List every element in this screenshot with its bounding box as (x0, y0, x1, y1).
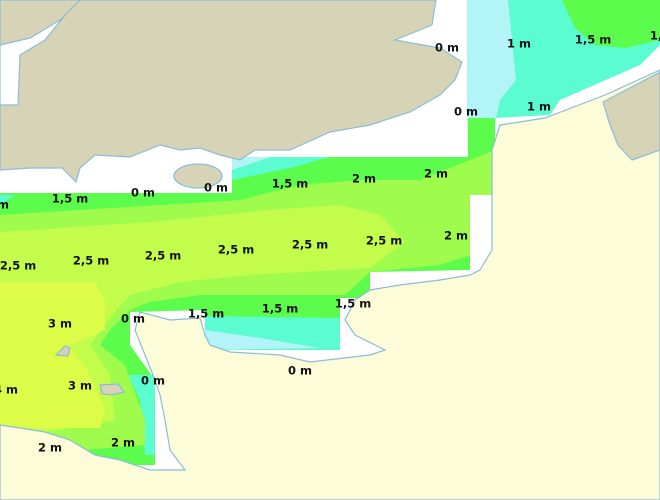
island-jersey (99, 383, 126, 396)
wave-zone-1m-west-edge (0, 195, 15, 205)
isle-of-wight (173, 163, 223, 189)
wave-label: 2 m (352, 171, 376, 186)
wave-label: 1 m (507, 36, 531, 51)
wave-label: 0 m (454, 104, 478, 119)
wave-label: 2,5 m (0, 258, 37, 273)
wave-label: 0 m (121, 311, 145, 326)
wave-label: 2 m (111, 435, 135, 450)
estuary-white (0, 0, 81, 106)
land-belgium (602, 71, 660, 161)
land-france (0, 69, 660, 500)
wave-label: 0 m (204, 180, 228, 195)
wave-zone-1-5m-northeast (562, 0, 660, 48)
wave-label: 4 m (0, 382, 18, 397)
wave-label: 1,5 m (649, 28, 660, 43)
wave-label: 2 m (444, 228, 468, 243)
land-england (0, 0, 463, 184)
wave-label: 2,5 m (291, 237, 329, 252)
wave-label: 0 m (288, 363, 312, 378)
wave-label: 0 m (131, 185, 155, 200)
wave-zone-0-5m-channel-north (232, 157, 270, 170)
wave-label: 1,5 m (574, 32, 612, 47)
wave-label: 1,5 m (271, 176, 309, 191)
wave-label: 2,5 m (144, 248, 182, 263)
wave-label: m (0, 197, 9, 212)
wave-label: 0 m (141, 373, 165, 388)
wave-label: 1,5 m (334, 296, 372, 311)
wave-label: 1,5 m (51, 191, 89, 206)
wave-label: 2,5 m (72, 253, 110, 268)
wave-zone-2-5m (0, 205, 405, 432)
wave-label: 3 m (68, 378, 92, 393)
wave-zone-0-5m-south (205, 330, 320, 350)
wave-label: 2,5 m (217, 242, 255, 257)
wave-label: 2 m (424, 166, 448, 181)
wave-zone-0-5m-north (467, 0, 516, 150)
wave-label: 1,5 m (261, 301, 299, 316)
wave-zone-3m (0, 282, 105, 428)
wave-label: 1,5 m (187, 306, 225, 321)
island-guernsey (54, 345, 71, 357)
wave-label: 3 m (48, 316, 72, 331)
wave-label: 0 m (435, 40, 459, 55)
wave-label: 1 m (527, 99, 551, 114)
wave-field-layer (0, 0, 660, 465)
wave-zone-1m-channel-north (232, 157, 330, 180)
wave-label: 2,5 m (365, 233, 403, 248)
wave-label: 2 m (38, 440, 62, 455)
